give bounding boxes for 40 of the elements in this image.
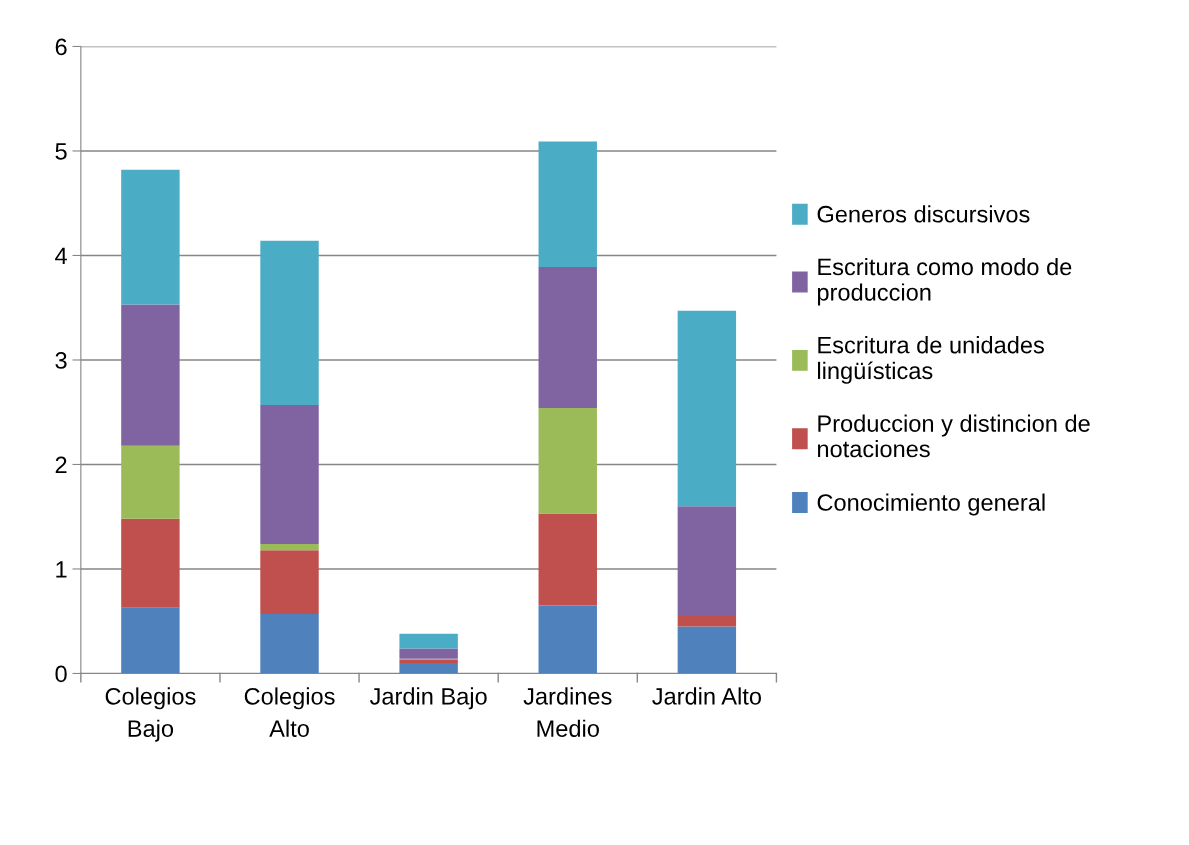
bar <box>260 550 319 614</box>
y-tick-label: 3 <box>55 352 67 369</box>
bar <box>399 659 458 664</box>
bar <box>677 626 737 674</box>
bar <box>538 605 597 674</box>
legend-label: Escritura como modo de produccion <box>817 257 1072 306</box>
bar <box>677 615 737 627</box>
bar <box>677 506 737 616</box>
legend-label: Conocimiento general <box>817 493 1045 516</box>
bar <box>399 633 458 649</box>
x-tick-label: Colegios Bajo <box>105 687 196 742</box>
y-tick-label: 5 <box>55 143 67 160</box>
y-tick-label: 6 <box>55 38 67 56</box>
x-tick-label: Jardin Alto <box>652 687 761 705</box>
bar <box>260 240 319 405</box>
legend-label: Generos discursivos <box>817 205 1030 223</box>
bar <box>538 141 597 267</box>
x-tick-label: Jardin Bajo <box>369 687 487 710</box>
bar <box>121 445 180 519</box>
bar <box>121 169 180 305</box>
y-tick-label: 2 <box>55 456 67 474</box>
bar <box>121 518 180 608</box>
bar <box>677 310 737 507</box>
x-tick-label: Colegios Alto <box>244 687 335 737</box>
legend-label: Escritura de unidades lingüísticas <box>818 336 1044 384</box>
bar <box>538 408 597 514</box>
bar <box>260 404 319 544</box>
bar <box>399 648 458 659</box>
y-tick-label: 1 <box>56 561 67 578</box>
y-tick-label: 0 <box>55 665 67 683</box>
bar <box>121 607 180 674</box>
y-tick-label: 4 <box>55 247 67 265</box>
bar <box>538 513 597 606</box>
bar <box>121 304 180 446</box>
bar <box>260 613 319 674</box>
bar <box>399 663 458 674</box>
legend-label: Produccion y distincion de notaciones <box>818 414 1090 458</box>
bar <box>538 266 597 409</box>
bar <box>260 543 319 551</box>
x-tick-label: Jardines Medio <box>523 687 612 737</box>
